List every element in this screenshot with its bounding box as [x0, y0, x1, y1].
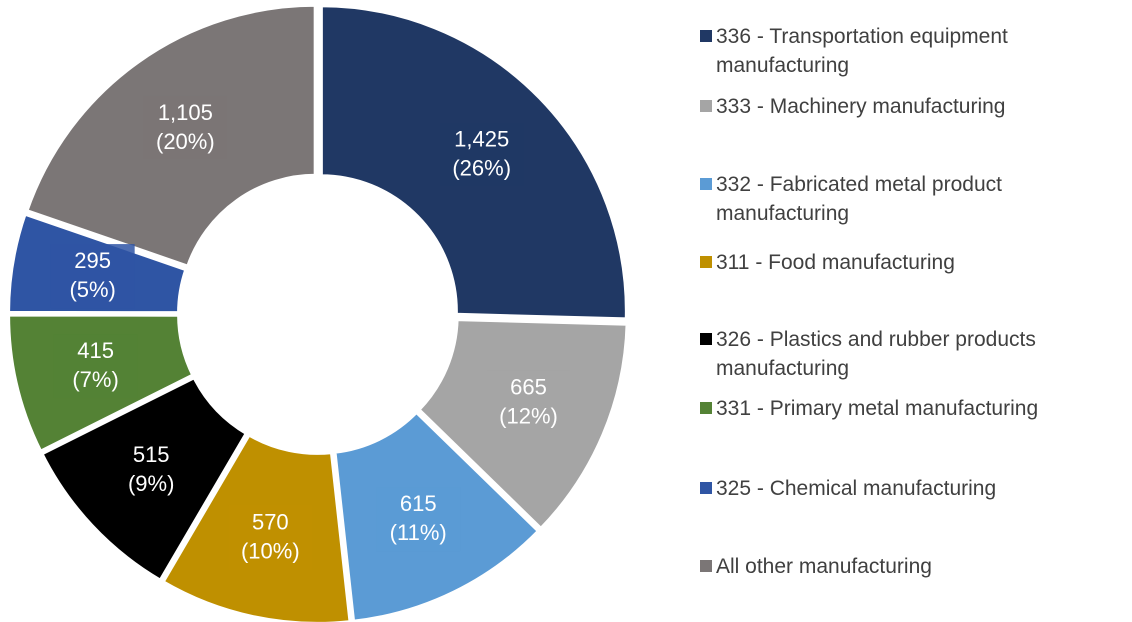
value-label: 570: [252, 509, 289, 534]
legend-swatch: [700, 30, 712, 42]
legend-item: 326 - Plastics and rubber products manuf…: [700, 325, 1126, 383]
legend-item: 336 - Transportation equipment manufactu…: [700, 22, 1126, 80]
label-box: [143, 95, 228, 160]
legend-swatch: [700, 560, 712, 572]
donut: 1,425 (26%) 665 (12%) 615 (11%) 570 (10%) 515 (9%…: [8, 4, 628, 622]
percent-label: (26%): [452, 155, 511, 180]
legend-swatch: [700, 482, 712, 494]
percent-label: (7%): [72, 367, 118, 392]
legend-swatch: [700, 402, 712, 414]
label-box: [53, 334, 138, 399]
value-label: 1,105: [158, 100, 213, 125]
value-label: 295: [74, 248, 111, 273]
legend-label: 333 - Machinery manufacturing: [716, 95, 1006, 118]
percent-label: (10%): [241, 538, 300, 563]
legend-item: 332 - Fabricated metal product manufactu…: [700, 170, 1126, 228]
legend-label: 311 - Food manufacturing: [716, 251, 955, 274]
percent-label: (12%): [499, 404, 558, 429]
label-box: [109, 438, 194, 503]
percent-label: (20%): [156, 129, 215, 154]
label-box: [486, 370, 571, 435]
label-box: [376, 487, 461, 552]
legend-item: All other manufacturing: [700, 552, 1126, 581]
value-label: 1,425: [454, 126, 509, 151]
value-label: 515: [133, 442, 170, 467]
legend-swatch: [700, 256, 712, 268]
percent-label: (9%): [128, 471, 174, 496]
value-label: 415: [77, 338, 114, 363]
label-box: [228, 505, 313, 570]
legend-item: 333 - Machinery manufacturing: [700, 92, 1126, 121]
value-label: 615: [400, 491, 437, 516]
legend-swatch: [700, 100, 712, 112]
legend-label: 332 - Fabricated metal product manufactu…: [716, 173, 1002, 225]
legend-label: 331 - Primary metal manufacturing: [716, 397, 1039, 420]
legend-swatch: [700, 333, 712, 345]
label-box: [50, 244, 135, 309]
percent-label: (5%): [69, 277, 115, 302]
percent-label: (11%): [390, 520, 447, 545]
legend-item: 331 - Primary metal manufacturing: [700, 394, 1126, 423]
value-label: 665: [510, 375, 547, 400]
label-box: [439, 122, 524, 187]
legend-swatch: [700, 178, 712, 190]
legend-label: 336 - Transportation equipment manufactu…: [716, 25, 1008, 77]
legend-item: 325 - Chemical manufacturing: [700, 474, 1126, 503]
legend-label: 326 - Plastics and rubber products manuf…: [716, 328, 1036, 380]
legend-label: 325 - Chemical manufacturing: [716, 477, 997, 500]
legend-item: 311 - Food manufacturing: [700, 248, 1126, 277]
legend-label: All other manufacturing: [716, 555, 932, 578]
